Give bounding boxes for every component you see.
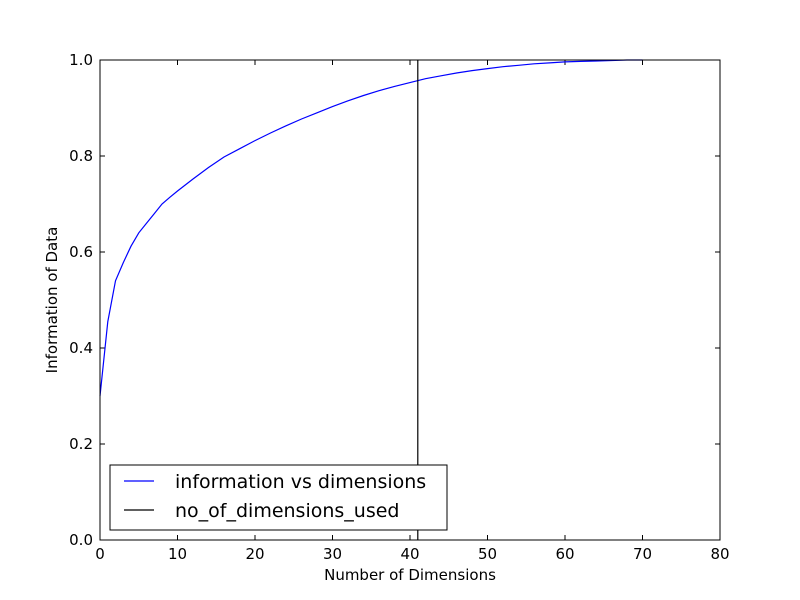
y-tick-label: 0.6: [69, 243, 93, 261]
y-axis-label: Information of Data: [43, 227, 61, 374]
y-tick-label: 0.2: [69, 435, 93, 453]
x-tick-label: 80: [710, 545, 729, 563]
x-tick-label: 40: [400, 545, 419, 563]
legend: information vs dimensions no_of_dimensio…: [109, 464, 448, 531]
series-layer: [99, 59, 643, 540]
x-tick-label: 60: [555, 545, 574, 563]
plot-frame: [99, 59, 721, 541]
y-tick-label: 0.8: [69, 147, 93, 165]
x-tick-label: 30: [323, 545, 342, 563]
y-tick-label: 0.4: [69, 339, 93, 357]
x-tick-label: 0: [95, 545, 105, 563]
x-tick-label: 70: [633, 545, 652, 563]
series-information-vs-dimensions: [99, 59, 643, 397]
y-tick-label: 1.0: [69, 51, 93, 69]
ticks-layer: 0 10 20 30 40 50 60 70 80 0.0 0.2 0.4 0.6 0.8 1.0: [69, 51, 729, 563]
legend-label-no-of-dimensions-used: no_of_dimensions_used: [175, 500, 400, 522]
legend-label-information-vs-dimensions: information vs dimensions: [175, 471, 426, 493]
legend-box: [109, 464, 448, 531]
x-axis-label: Number of Dimensions: [324, 566, 496, 584]
x-tick-label: 50: [478, 545, 497, 563]
y-tick-label: 0.0: [69, 531, 93, 549]
x-tick-label: 10: [168, 545, 187, 563]
x-tick-label: 20: [245, 545, 264, 563]
